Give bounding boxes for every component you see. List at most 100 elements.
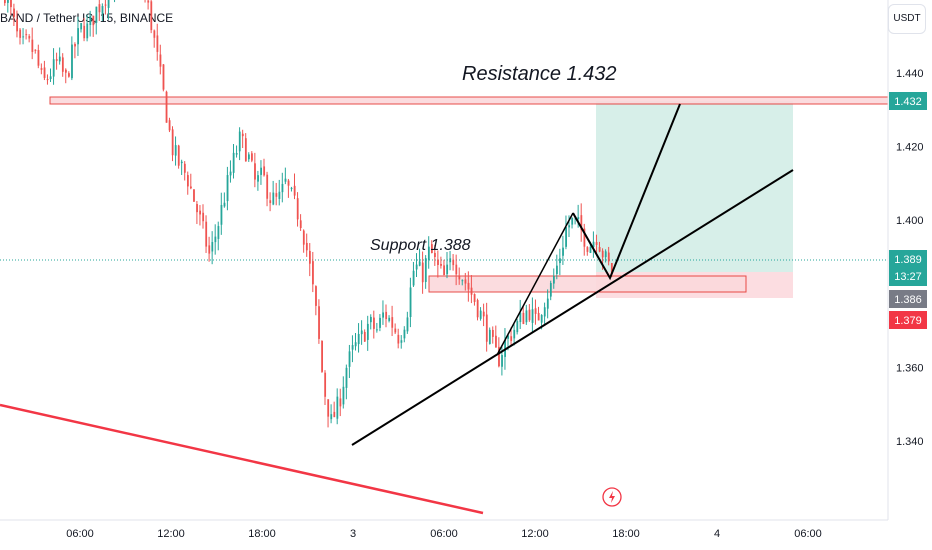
candle-up bbox=[360, 330, 363, 335]
candle-up bbox=[223, 202, 226, 207]
candle-up bbox=[562, 247, 564, 256]
x-tick-label: 18:00 bbox=[612, 528, 640, 540]
candle-up bbox=[519, 312, 522, 323]
y-tick-label: 1.400 bbox=[896, 215, 924, 227]
candle-down bbox=[315, 286, 317, 306]
candle-down bbox=[165, 91, 168, 123]
candle-down bbox=[305, 242, 308, 251]
candle-up bbox=[412, 270, 415, 286]
candle-up bbox=[260, 167, 262, 175]
candle-up bbox=[235, 153, 238, 155]
candle-up bbox=[232, 152, 235, 173]
lightning-icon[interactable] bbox=[602, 487, 622, 507]
candle-down bbox=[193, 189, 195, 202]
candle-down bbox=[458, 275, 461, 280]
candle-down bbox=[321, 341, 323, 372]
candle-down bbox=[583, 228, 586, 247]
candle-up bbox=[516, 321, 519, 333]
candle-up bbox=[403, 329, 406, 339]
candle-down bbox=[452, 259, 455, 266]
candle-down bbox=[168, 120, 171, 131]
x-axis: 06:00 12:00 18:00 3 06:00 12:00 18:00 4 06:00 bbox=[66, 528, 822, 540]
candle-up bbox=[370, 316, 372, 323]
candle-up bbox=[424, 258, 427, 282]
candle-up bbox=[217, 226, 220, 239]
candle-down bbox=[339, 398, 342, 407]
candle-down bbox=[470, 287, 473, 295]
candle-down bbox=[92, 15, 95, 26]
candle-down bbox=[13, 8, 15, 17]
candle-down bbox=[287, 180, 290, 186]
support-zone bbox=[428, 275, 747, 293]
candle-up bbox=[446, 264, 449, 275]
candle-down bbox=[495, 335, 497, 348]
candle-down bbox=[31, 39, 34, 52]
candle-up bbox=[89, 15, 92, 25]
candle-up bbox=[336, 396, 339, 419]
candle-down bbox=[61, 57, 64, 72]
candle-up bbox=[330, 414, 333, 420]
candle-down bbox=[510, 336, 513, 342]
candle-down bbox=[333, 411, 336, 418]
candle-down bbox=[241, 133, 244, 137]
candle-down bbox=[19, 29, 22, 38]
candle-down bbox=[534, 308, 537, 314]
candle-down bbox=[324, 372, 327, 397]
candle-up bbox=[488, 329, 491, 345]
candle-up bbox=[248, 154, 250, 160]
candle-down bbox=[601, 250, 604, 258]
candle-down bbox=[98, 4, 101, 13]
candle-up bbox=[80, 23, 83, 30]
candle-down bbox=[251, 153, 253, 161]
candle-down bbox=[25, 34, 28, 36]
candle-down bbox=[46, 79, 49, 81]
candle-down bbox=[391, 317, 394, 328]
candle-down bbox=[162, 64, 165, 90]
candle-down bbox=[205, 221, 208, 247]
candle-down bbox=[302, 230, 305, 245]
candle-down bbox=[254, 163, 256, 180]
candle-up bbox=[272, 192, 275, 205]
x-tick-label: 06:00 bbox=[66, 528, 94, 540]
candle-down bbox=[196, 204, 198, 213]
candle-up bbox=[376, 329, 378, 331]
candle-up bbox=[400, 340, 403, 343]
candle-up bbox=[553, 276, 555, 284]
candle-down bbox=[159, 54, 162, 67]
entry-price-text: 1.386 bbox=[894, 294, 922, 306]
candle-down bbox=[421, 262, 424, 283]
currency-button[interactable]: USDT bbox=[888, 4, 926, 34]
candle-up bbox=[220, 204, 223, 225]
countdown-text: 13:27 bbox=[894, 271, 922, 283]
y-tick-label: 1.440 bbox=[896, 68, 924, 80]
x-tick-label: 06:00 bbox=[430, 528, 458, 540]
x-tick-label: 12:00 bbox=[521, 528, 549, 540]
candle-up bbox=[180, 161, 183, 164]
red-trendline bbox=[0, 403, 484, 515]
candle-up bbox=[479, 310, 482, 319]
candle-up bbox=[257, 175, 259, 182]
x-tick-label: 3 bbox=[350, 528, 356, 540]
candle-up bbox=[354, 342, 357, 347]
y-tick-label: 1.340 bbox=[896, 436, 924, 448]
resistance-price-tag: 1.432 bbox=[889, 92, 927, 110]
candle-down bbox=[327, 399, 330, 417]
candles-layer bbox=[4, 0, 613, 428]
candle-down bbox=[68, 73, 70, 77]
candle-down bbox=[455, 264, 458, 275]
candle-down bbox=[187, 175, 189, 187]
x-tick-label: 12:00 bbox=[157, 528, 185, 540]
candle-up bbox=[290, 187, 293, 189]
candle-down bbox=[40, 68, 43, 70]
candle-down bbox=[16, 19, 18, 32]
candle-down bbox=[318, 306, 320, 339]
candle-down bbox=[10, 0, 12, 8]
candle-up bbox=[559, 258, 561, 264]
candle-down bbox=[275, 193, 278, 197]
candle-up bbox=[348, 351, 351, 367]
candle-up bbox=[604, 251, 607, 258]
candle-down bbox=[104, 4, 107, 6]
candle-up bbox=[568, 225, 571, 228]
candle-down bbox=[394, 328, 397, 333]
